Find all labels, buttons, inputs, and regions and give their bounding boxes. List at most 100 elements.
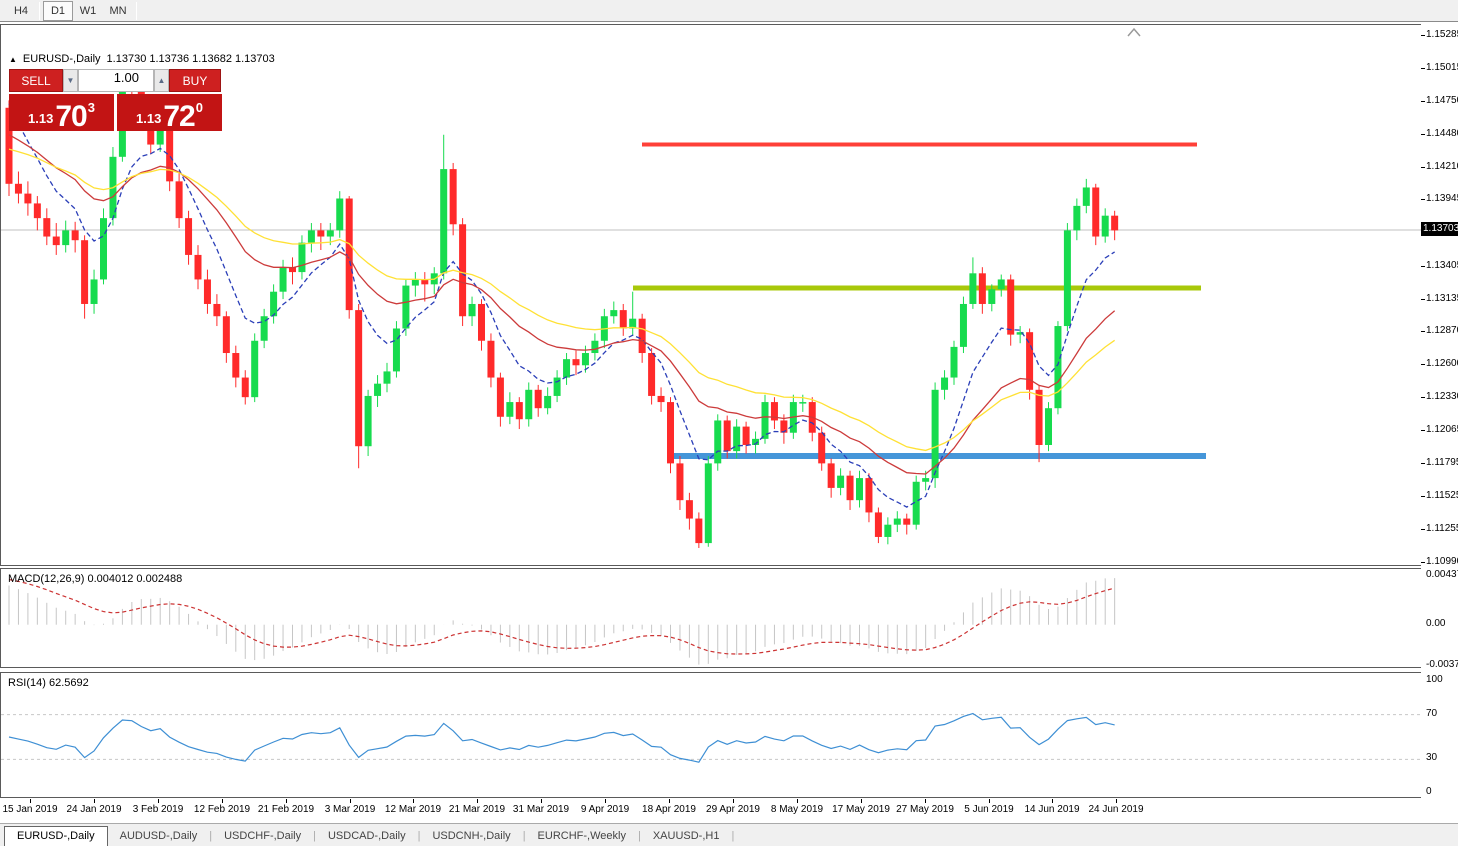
tab-separator: | <box>313 830 316 842</box>
buy-price-sup: 0 <box>195 100 203 115</box>
date-axis-tick <box>541 799 542 803</box>
buy-button[interactable]: BUY <box>169 69 221 92</box>
price-axis-tick <box>1421 266 1425 267</box>
date-axis-label: 5 Jun 2019 <box>964 804 1014 815</box>
price-axis-label: 1.13135 <box>1426 293 1458 304</box>
date-axis-label: 21 Feb 2019 <box>257 804 315 815</box>
date-axis-tick <box>925 799 926 803</box>
chart-tab-xauusd-h1[interactable]: XAUUSD-,H1 <box>652 830 720 842</box>
rsi-axis-label: 30 <box>1426 752 1438 763</box>
date-axis-label: 12 Feb 2019 <box>193 804 251 815</box>
price-axis-tick <box>1421 364 1425 365</box>
date-axis-label: 3 Feb 2019 <box>132 804 184 815</box>
price-axis[interactable]: 1.15285 1.15015 1.14750 1.14480 1.14210 1.139… <box>1421 24 1458 798</box>
date-axis[interactable]: 15 Jan 2019 24 Jan 2019 3 Feb 2019 12 Feb 2… <box>0 799 1421 820</box>
buy-price-small: 1.13 <box>136 111 162 126</box>
buy-price-big: 72 <box>163 99 195 133</box>
rsi-label: RSI(14) 62.5692 <box>8 677 89 689</box>
chart-symbol-label: EURUSD-,Daily <box>22 53 101 65</box>
date-axis-label: 24 Jun 2019 <box>1088 804 1144 815</box>
volume-increase-button[interactable]: ▲ <box>154 69 169 92</box>
date-axis-tick <box>222 799 223 803</box>
current-price-tag: 1.13703 <box>1421 222 1458 236</box>
date-axis-tick <box>989 799 990 803</box>
price-axis-tick <box>1421 397 1425 398</box>
sell-button[interactable]: SELL <box>9 69 63 92</box>
macd-indicator-pane[interactable]: MACD(12,26,9) 0.004012 0.002488 <box>0 568 1421 668</box>
price-axis-label: 1.12600 <box>1426 358 1458 369</box>
volume-input[interactable]: 1.00 <box>78 69 154 92</box>
timeframe-toolbar: H4 D1 W1 MN <box>0 0 1458 22</box>
rsi-axis-label: 70 <box>1426 708 1438 719</box>
date-axis-label: 3 Mar 2019 <box>324 804 376 815</box>
tab-separator: | <box>417 830 421 842</box>
date-axis-label: 12 Mar 2019 <box>384 804 442 815</box>
price-axis-label: 1.11255 <box>1426 523 1458 534</box>
price-axis-label: 1.12065 <box>1426 424 1458 435</box>
price-axis-label: 1.13945 <box>1426 193 1458 204</box>
one-click-trade-panel: SELL ▼ 1.00 ▲ BUY 1.13 70 3 1.13 72 0 <box>9 69 225 131</box>
price-axis-label: 1.10990 <box>1426 556 1458 567</box>
rsi-chart <box>1 712 1421 763</box>
price-axis-tick <box>1421 496 1425 497</box>
timeframe-button-d1[interactable]: D1 <box>43 0 73 21</box>
date-axis-tick <box>797 799 798 803</box>
chart-tab-usdchf-daily[interactable]: USDCHF-,Daily <box>224 830 302 842</box>
tab-separator: | <box>522 830 526 842</box>
price-axis-tick <box>1421 134 1425 135</box>
volume-decrease-button[interactable]: ▼ <box>63 69 78 92</box>
date-axis-tick <box>94 799 95 803</box>
date-axis-tick <box>1116 799 1117 803</box>
macd-axis-label: 0.00 <box>1426 618 1446 629</box>
collapse-triangle-icon[interactable]: ▲ <box>9 54 17 64</box>
price-axis-tick <box>1421 299 1425 300</box>
candlestick-chart[interactable] <box>1 25 1421 565</box>
chart-tab-eurchf-weekly[interactable]: EURCHF-,Weekly <box>537 830 626 842</box>
date-axis-label: 24 Jan 2019 <box>66 804 122 815</box>
date-axis-tick <box>158 799 159 803</box>
timeframe-button-w1[interactable]: W1 <box>79 4 97 17</box>
chart-tab-audusd-daily[interactable]: AUDUSD-,Daily <box>119 830 198 842</box>
rsi-axis-label: 0 <box>1426 786 1432 797</box>
rsi-indicator-pane[interactable]: RSI(14) 62.5692 <box>0 672 1421 798</box>
chart-tab-usdcad-daily[interactable]: USDCAD-,Daily <box>327 830 406 842</box>
date-axis-tick <box>350 799 351 803</box>
sell-price-big: 70 <box>55 99 87 133</box>
macd-chart <box>8 578 1116 665</box>
date-axis-label: 17 May 2019 <box>832 804 890 815</box>
price-chart-pane[interactable]: ▲ EURUSD-,Daily 1.13730 1.13736 1.13682 … <box>0 24 1421 566</box>
chart-tab-bar: EURUSD-,Daily AUDUSD-,Daily | USDCHF-,Daily… <box>0 823 1458 846</box>
price-axis-label: 1.13405 <box>1426 260 1458 271</box>
date-axis-tick <box>733 799 734 803</box>
price-axis-label: 1.15285 <box>1426 29 1458 40</box>
price-axis-tick <box>1421 529 1425 530</box>
chart-tab-eurusd-daily[interactable]: EURUSD-,Daily <box>4 826 108 846</box>
date-axis-tick <box>413 799 414 803</box>
price-axis-label: 1.12870 <box>1426 325 1458 336</box>
sell-price-box[interactable]: 1.13 70 3 <box>9 94 114 131</box>
chart-tab-usdcnh-daily[interactable]: USDCNH-,Daily <box>432 830 511 842</box>
date-axis-label: 21 Mar 2019 <box>448 804 506 815</box>
date-axis-tick <box>1052 799 1053 803</box>
sell-price-sup: 3 <box>87 100 95 115</box>
price-axis-tick <box>1421 68 1425 69</box>
date-axis-tick <box>286 799 287 803</box>
price-axis-label: 1.11795 <box>1426 457 1458 468</box>
tab-separator: | <box>637 830 641 842</box>
macd-axis-label: 0.004375 <box>1426 569 1458 580</box>
date-axis-tick <box>477 799 478 803</box>
price-axis-tick <box>1421 463 1425 464</box>
timeframe-button-h4[interactable]: H4 <box>13 4 29 17</box>
date-axis-label: 8 May 2019 <box>770 804 824 815</box>
price-axis-tick <box>1421 430 1425 431</box>
timeframe-button-mn[interactable]: MN <box>109 4 127 17</box>
chart-title: ▲ EURUSD-,Daily 1.13730 1.13736 1.13682 … <box>9 53 275 65</box>
date-axis-label: 29 Apr 2019 <box>706 804 760 815</box>
buy-price-box[interactable]: 1.13 72 0 <box>117 94 222 131</box>
price-axis-tick <box>1421 101 1425 102</box>
date-axis-label: 31 Mar 2019 <box>512 804 570 815</box>
date-axis-tick <box>605 799 606 803</box>
toolbar-separator <box>136 1 137 20</box>
date-axis-label: 14 Jun 2019 <box>1024 804 1080 815</box>
